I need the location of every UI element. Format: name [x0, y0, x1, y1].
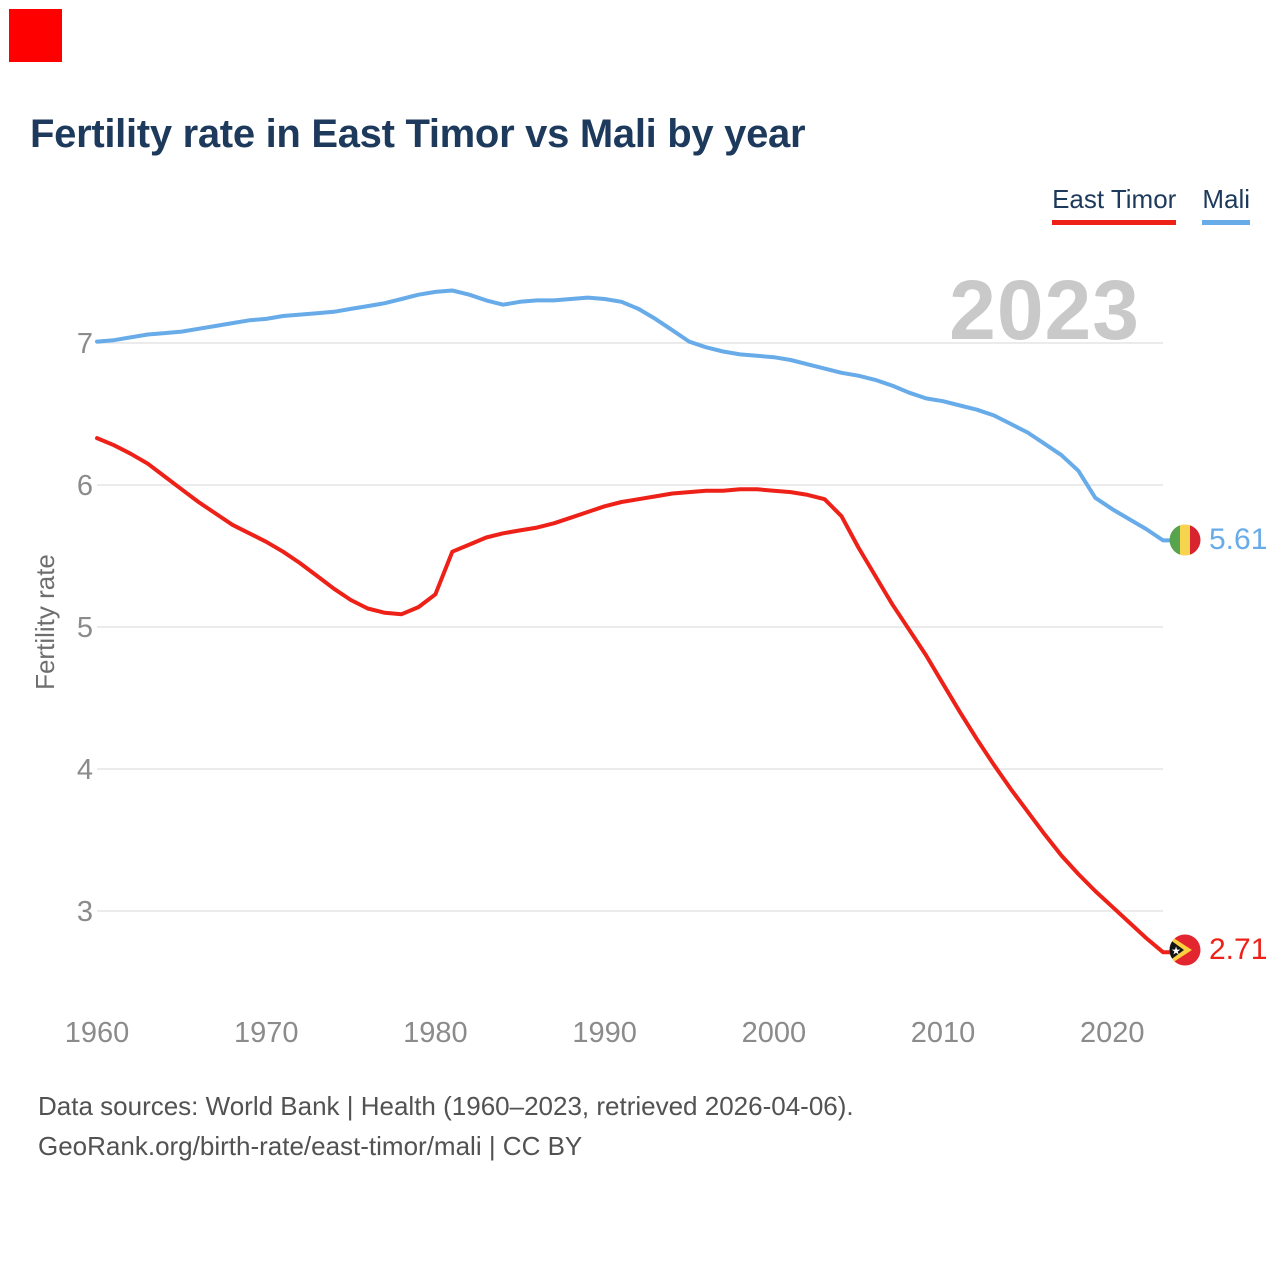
x-tick-label: 2000 — [742, 1017, 807, 1049]
y-tick-label: 6 — [77, 470, 93, 502]
mali-value-label: 5.61 — [1209, 523, 1268, 556]
series-line-mali — [95, 288, 1174, 543]
x-tick-label: 1990 — [572, 1017, 637, 1049]
y-tick-label: 4 — [77, 754, 93, 786]
mali-end-label: 5.61 — [1169, 523, 1267, 557]
x-tick-label: 2020 — [1080, 1017, 1145, 1049]
year-watermark: 2023 — [949, 263, 1140, 357]
x-tick-label: 2010 — [911, 1017, 976, 1049]
chart-title: Fertility rate in East Timor vs Mali by … — [30, 112, 806, 156]
mali-flag-icon — [1169, 524, 1201, 556]
legend-item-mali[interactable]: Mali — [1202, 184, 1250, 225]
footer: Data sources: World Bank | Health (1960–… — [38, 1086, 854, 1166]
footer-sources-line: Data sources: World Bank | Health (1960–… — [38, 1091, 854, 1121]
x-tick-label: 1980 — [403, 1017, 468, 1049]
y-tick-label: 7 — [77, 328, 93, 360]
x-tick-label: 1970 — [234, 1017, 299, 1049]
legend: East Timor Mali — [1052, 184, 1250, 225]
series-line-east-timor — [95, 436, 1174, 955]
y-tick-label: 3 — [77, 896, 93, 928]
x-tick-label: 1960 — [65, 1017, 130, 1049]
east-timor-flag-icon: ★ — [1169, 934, 1201, 966]
legend-item-east-timor[interactable]: East Timor — [1052, 184, 1177, 225]
east-timor-end-label: ★ 2.71 — [1169, 933, 1267, 967]
footer-attribution-line: GeoRank.org/birth-rate/east-timor/mali |… — [38, 1131, 583, 1161]
y-tick-label: 5 — [77, 612, 93, 644]
red-marker-overlay — [9, 9, 62, 62]
svg-text:★: ★ — [1171, 946, 1181, 958]
east-timor-value-label: 2.71 — [1209, 933, 1268, 966]
